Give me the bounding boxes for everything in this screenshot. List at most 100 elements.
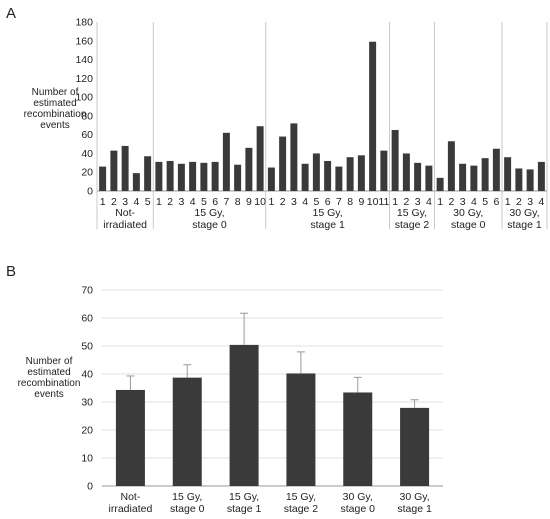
bar <box>200 162 208 191</box>
x-tick-label: 8 <box>347 196 353 208</box>
bar <box>526 169 534 191</box>
bar <box>234 164 242 191</box>
bar <box>286 373 316 486</box>
x-tick-label: 6 <box>493 196 499 208</box>
bar <box>459 163 467 191</box>
panel-b-letter: B <box>6 263 16 280</box>
bar <box>172 377 202 486</box>
y-tick-label: 80 <box>81 110 93 122</box>
bar <box>267 167 275 191</box>
x-tick-label: 2 <box>280 196 286 208</box>
bar <box>132 173 140 191</box>
x-category-label: 15 Gy, <box>172 491 202 503</box>
bar <box>256 126 264 191</box>
x-category-label: 30 Gy, <box>343 491 373 503</box>
x-category-label: 30 Gy, <box>400 491 430 503</box>
x-tick-label: 6 <box>212 196 218 208</box>
bar <box>369 41 377 191</box>
x-tick-label: 10 <box>254 196 266 208</box>
x-tick-label: 10 <box>367 196 379 208</box>
bar <box>99 166 107 191</box>
x-category-label: stage 1 <box>397 503 432 515</box>
x-tick-label: 1 <box>156 196 162 208</box>
x-tick-label: 1 <box>437 196 443 208</box>
x-tick-label: 6 <box>325 196 331 208</box>
bar <box>515 168 523 191</box>
y-tick-label: 50 <box>81 341 93 353</box>
y-tick-label: 0 <box>87 481 93 493</box>
bar <box>447 141 455 191</box>
bar <box>177 163 185 191</box>
x-tick-label: 9 <box>358 196 364 208</box>
x-tick-label: 3 <box>122 196 128 208</box>
x-tick-label: 5 <box>313 196 319 208</box>
bar <box>400 407 430 486</box>
x-category-label: stage 0 <box>170 503 205 515</box>
bar <box>279 136 287 191</box>
x-category-label: 15 Gy, <box>229 491 259 503</box>
bar <box>470 165 478 191</box>
bar <box>324 160 332 191</box>
bar <box>115 389 145 486</box>
group-label: Not- <box>115 207 135 219</box>
panel-a-chart: 0 20 40 60 80 100 120 140 160 180 Number ofestimat… <box>24 17 548 231</box>
y-tick-label: 120 <box>75 73 93 85</box>
group-label: stage 1 <box>507 219 542 231</box>
bar <box>144 156 152 191</box>
bar <box>504 157 512 191</box>
group-label: 30 Gy, <box>453 207 483 219</box>
x-tick-label: 2 <box>167 196 173 208</box>
group-label: stage 0 <box>192 219 227 231</box>
x-tick-label: 2 <box>403 196 409 208</box>
x-category-label: irradiated <box>109 503 153 515</box>
bar <box>155 161 163 191</box>
x-tick-label: 3 <box>460 196 466 208</box>
x-tick-label: 4 <box>538 196 544 208</box>
x-tick-label: 11 <box>378 196 389 208</box>
x-tick-label: 5 <box>145 196 151 208</box>
bar <box>436 177 444 191</box>
bar <box>380 150 388 191</box>
x-tick-label: 4 <box>133 196 139 208</box>
bar <box>481 158 489 191</box>
y-tick-label: 70 <box>81 285 93 297</box>
y-axis-label: events <box>40 120 69 131</box>
y-tick-label: 40 <box>81 369 93 381</box>
group-label: stage 1 <box>310 219 345 231</box>
y-axis-label: recombination <box>24 109 87 120</box>
group-label: 15 Gy, <box>397 207 427 219</box>
x-tick-label: 5 <box>482 196 488 208</box>
bar <box>121 145 129 191</box>
panel-a-letter: A <box>6 5 16 22</box>
y-tick-label: 60 <box>81 313 93 325</box>
x-tick-label: 1 <box>392 196 398 208</box>
y-tick-label: 30 <box>81 397 93 409</box>
x-tick-label: 2 <box>111 196 117 208</box>
bar <box>110 150 118 191</box>
bar <box>245 147 253 191</box>
x-tick-label: 1 <box>100 196 106 208</box>
x-tick-label: 1 <box>268 196 274 208</box>
x-tick-label: 4 <box>426 196 432 208</box>
bar <box>402 153 410 191</box>
x-tick-label: 4 <box>190 196 196 208</box>
bar <box>492 148 500 191</box>
y-tick-label: 0 <box>87 186 93 198</box>
x-tick-label: 2 <box>516 196 522 208</box>
x-category-label: 15 Gy, <box>286 491 316 503</box>
bar <box>189 161 197 191</box>
y-axis-label: recombination <box>18 378 81 389</box>
bar <box>343 392 373 486</box>
bar <box>414 162 422 191</box>
bar <box>312 153 320 191</box>
y-tick-label: 10 <box>81 453 93 465</box>
y-tick-label: 60 <box>81 129 93 141</box>
x-tick-label: 3 <box>415 196 421 208</box>
y-axis-label: events <box>34 389 63 400</box>
bar <box>166 160 174 191</box>
x-tick-label: 2 <box>448 196 454 208</box>
panel-b-chart: 0 10 20 30 40 50 60 70 Number ofestimatedrecombi… <box>18 285 443 515</box>
x-tick-label: 4 <box>471 196 477 208</box>
x-category-label: Not- <box>120 491 140 503</box>
